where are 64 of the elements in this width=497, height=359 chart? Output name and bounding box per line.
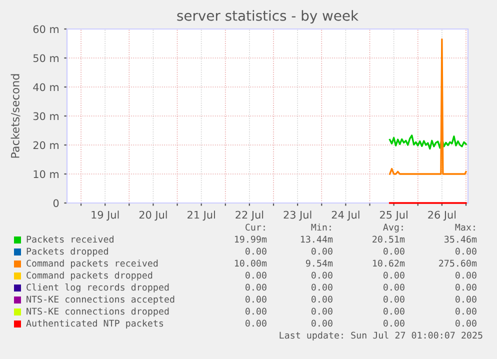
text: Min: [311,224,331,231]
y-tick-label: 0 [53,199,59,208]
text: 0.00 [384,284,404,291]
text: 275.60m [439,260,477,267]
text: Max: [455,224,475,231]
text: 0.00 [384,296,404,303]
text: 0.00 [246,284,266,291]
chart-title: server statistics - by week [177,10,358,24]
y-tick-label: 30 m [33,112,58,120]
text: 0.00 [246,248,266,255]
text: 0.00 [246,308,266,315]
text: 0.00 [384,272,404,279]
text: 0.00 [312,308,332,315]
legend-label: Command packets dropped [26,272,152,280]
text: Cur: [246,224,265,231]
text: 0.00 [456,320,476,327]
x-tick-label: 25 Jul [380,210,408,221]
text: 0.00 [246,272,266,279]
text: 0.00 [384,308,404,315]
text: 0.00 [246,320,266,327]
x-tick-label: 21 Jul [188,210,215,221]
legend-label: NTS-KE connections accepted [26,296,174,304]
x-tick-label: 23 Jul [284,210,312,221]
text: 0.00 [312,320,332,327]
y-tick-label: 50 m [33,54,58,62]
x-tick-label: 20 Jul [139,210,167,221]
text: 0.00 [456,308,476,315]
text: 0.00 [384,320,404,327]
line-series [388,38,467,175]
legend-label: Authenticated NTP packets [26,320,164,328]
legend-label: Command packets received [26,260,158,268]
legend-label: NTS-KE connections dropped [26,308,169,316]
text: 19.99m [234,236,267,243]
x-tick-label: 22 Jul [236,210,264,221]
legend-label: Packets received [26,236,114,243]
text: 35.46m [444,236,477,243]
x-tick-label: 24 Jul [332,210,360,221]
text: 0.00 [384,248,404,255]
text: 9.54m [306,260,333,267]
text: 0.00 [312,272,332,279]
text: Last update: Sun Jul 27 01:00:07 2025 [280,332,482,340]
y-tick-label: 40 m [33,83,58,92]
y-axis-title: Packets/second [10,74,20,158]
text: 0.00 [456,248,476,255]
text: Avg: [383,224,403,232]
text: 20.51m [372,236,405,243]
x-tick-label: 26 Jul [428,210,456,221]
text: 0.00 [456,284,476,291]
legend-label: Packets dropped [26,248,108,256]
text: 10.00m [234,260,267,267]
text: 0.00 [312,296,332,303]
y-tick-label: 10 m [34,170,58,178]
legend-label: Client log records dropped [26,284,169,292]
text: 0.00 [312,284,332,291]
text: 0.00 [456,296,476,303]
y-tick-label: 20 m [33,141,58,150]
text: 13.44m [300,236,333,243]
text: 10.62m [372,260,405,267]
x-tick-label: 19 Jul [92,210,119,221]
text: 0.00 [312,248,332,255]
y-tick-label: 60 m [33,25,58,34]
text: 0.00 [456,272,476,279]
text: 0.00 [246,296,266,303]
line-series [388,134,467,150]
